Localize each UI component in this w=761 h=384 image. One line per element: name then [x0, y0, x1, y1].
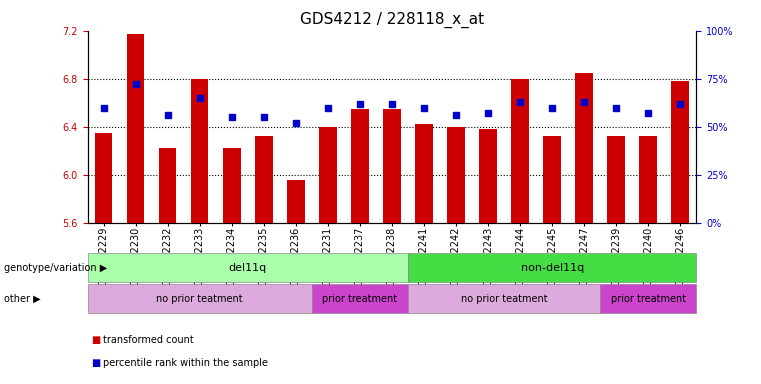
Text: no prior teatment: no prior teatment: [156, 293, 243, 304]
Bar: [511, 79, 529, 223]
Text: ■: ■: [91, 335, 100, 345]
Text: prior treatment: prior treatment: [323, 293, 397, 304]
Bar: [127, 34, 145, 223]
Text: transformed count: transformed count: [103, 335, 193, 345]
Bar: [479, 129, 497, 223]
Title: GDS4212 / 228118_x_at: GDS4212 / 228118_x_at: [300, 12, 484, 28]
Bar: [287, 180, 304, 223]
Bar: [351, 109, 368, 223]
Text: percentile rank within the sample: percentile rank within the sample: [103, 358, 268, 368]
Bar: [191, 79, 209, 223]
Bar: [671, 81, 689, 223]
Bar: [639, 136, 657, 223]
Bar: [94, 133, 113, 223]
Bar: [159, 148, 177, 223]
Text: ■: ■: [91, 358, 100, 368]
Text: other ▶: other ▶: [4, 293, 40, 304]
Bar: [223, 148, 240, 223]
Bar: [416, 124, 433, 223]
Text: no prior teatment: no prior teatment: [460, 293, 547, 304]
Text: genotype/variation ▶: genotype/variation ▶: [4, 263, 107, 273]
Bar: [383, 109, 401, 223]
Text: non-del11q: non-del11q: [521, 263, 584, 273]
Bar: [319, 127, 336, 223]
Text: prior treatment: prior treatment: [610, 293, 686, 304]
Bar: [255, 136, 272, 223]
Bar: [575, 73, 593, 223]
Bar: [607, 136, 625, 223]
Bar: [543, 136, 561, 223]
Bar: [447, 127, 465, 223]
Text: del11q: del11q: [228, 263, 267, 273]
